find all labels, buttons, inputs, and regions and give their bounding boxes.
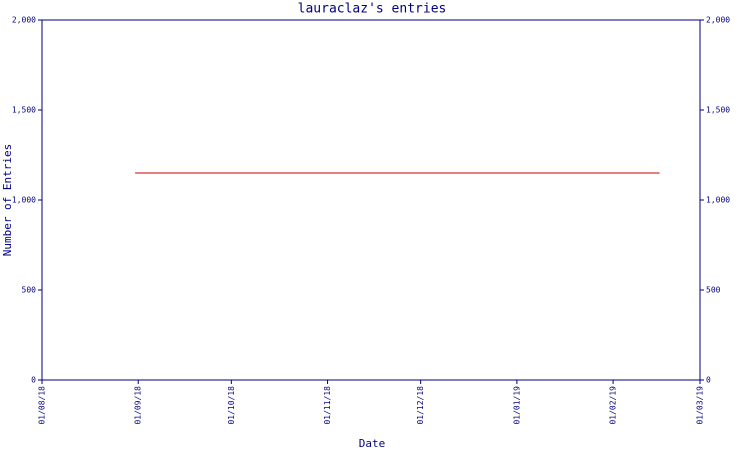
y2-tick-label: 500 [706, 286, 721, 295]
y2-tick-label: 2,000 [706, 16, 730, 25]
x-tick-label: 01/12/18 [416, 386, 425, 425]
x-tick-label: 01/09/18 [134, 386, 143, 425]
plot-frame [41, 19, 701, 381]
y2-tick-label: 1,000 [706, 196, 730, 205]
x-tick-label: 01/11/18 [323, 386, 332, 425]
y2-tick-label: 0 [706, 376, 711, 385]
x-tick-label: 01/10/18 [227, 386, 236, 425]
chart-title: lauraclaz's entries [298, 2, 447, 17]
y-axis-label: Number of Entries [1, 144, 14, 257]
x-axis-label: Date [359, 437, 386, 450]
y-tick-label: 1,000 [12, 196, 36, 205]
x-tick-label: 01/08/18 [38, 386, 47, 425]
y-tick-label: 0 [31, 376, 36, 385]
x-tick-label: 01/03/19 [696, 386, 705, 425]
y2-tick-label: 1,500 [706, 106, 730, 115]
y-tick-label: 2,000 [12, 16, 36, 25]
x-tick-label: 01/02/19 [609, 386, 618, 425]
x-tick-label: 01/01/19 [512, 386, 521, 425]
y-tick-label: 1,500 [12, 106, 36, 115]
y-tick-label: 500 [22, 286, 37, 295]
